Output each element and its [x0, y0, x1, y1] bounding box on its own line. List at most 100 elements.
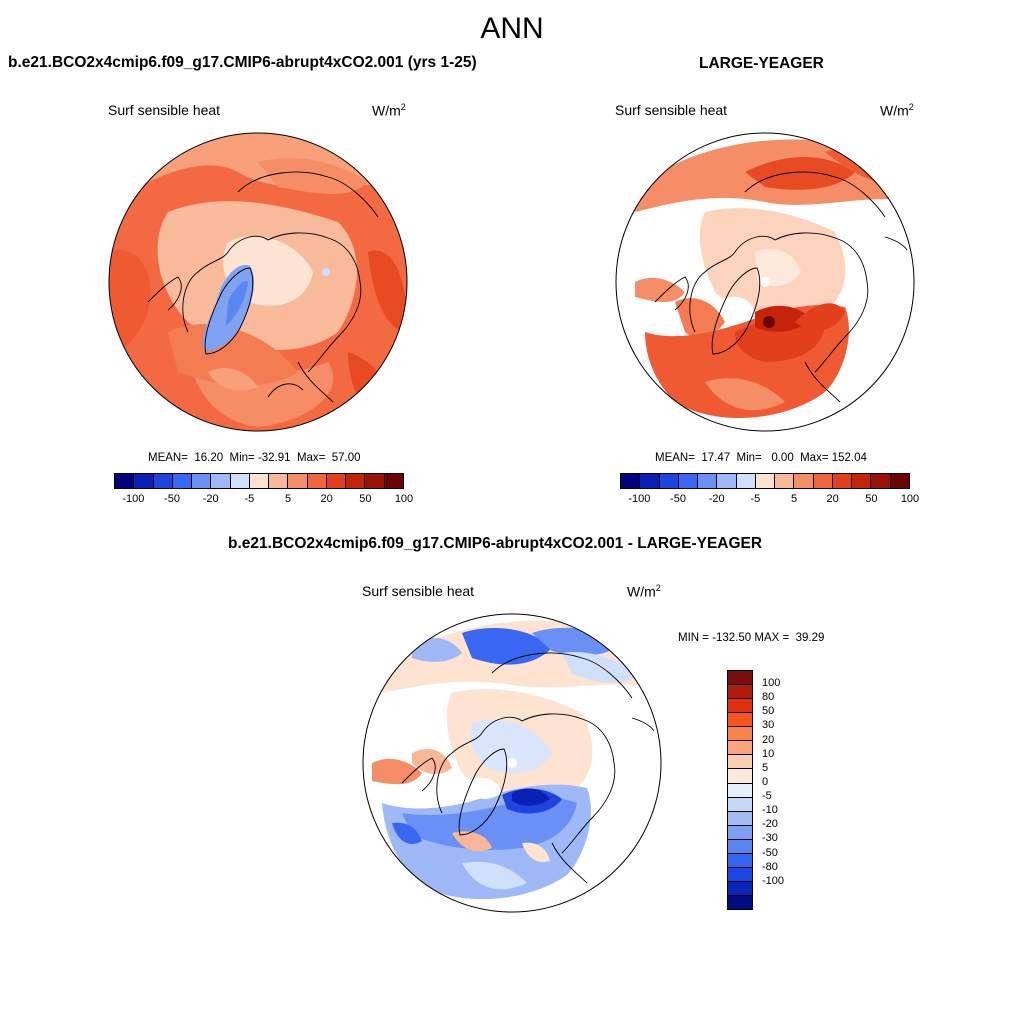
- colorbar-tick-label: 5: [790, 493, 798, 505]
- colorbar-swatch: [728, 754, 752, 769]
- colorbar-swatch: [728, 866, 752, 881]
- panel-2-units: W/m2: [880, 102, 914, 119]
- colorbar-swatch: [345, 474, 365, 488]
- colorbar-swatch: [728, 852, 752, 867]
- panel-1-stats: MEAN= 16.20 Min= -32.91 Max= 57.00: [148, 452, 361, 464]
- main-title: ANN: [480, 12, 544, 45]
- colorbar-swatch: [133, 474, 153, 488]
- colorbar-tick-label: -50: [762, 846, 778, 859]
- panel-1-coastlines: [147, 171, 379, 403]
- colorbar-swatch: [306, 474, 326, 488]
- colorbar-tick-label: 50: [865, 493, 878, 505]
- colorbar-tick-label: 20: [762, 733, 775, 746]
- panel-2-colorbar-ticks: -100 -50 -20 -5 5 20 50 100: [620, 493, 919, 509]
- colorbar-tick-label: -50: [670, 493, 686, 505]
- colorbar-tick-label: -80: [762, 860, 778, 873]
- colorbar-swatch: [364, 474, 384, 488]
- colorbar-tick-label: -100: [122, 493, 145, 505]
- colorbar-swatch: [677, 474, 698, 488]
- colorbar-swatch: [229, 474, 249, 488]
- panel-3-units: W/m2: [627, 583, 661, 600]
- colorbar-swatch: [831, 474, 852, 488]
- colorbar-swatch: [728, 810, 752, 825]
- colorbar-tick-label: 50: [762, 705, 775, 718]
- colorbar-tick-label: 5: [284, 493, 292, 505]
- colorbar-swatch: [639, 474, 659, 488]
- panel-1-variable-label: Surf sensible heat: [108, 102, 221, 118]
- panel-3-coastlines: [401, 652, 655, 884]
- colorbar-tick-label: -30: [762, 832, 778, 845]
- panel-1-polar-map: [108, 132, 408, 432]
- colorbar-tick-label: -20: [762, 818, 778, 831]
- colorbar-tick-label: -5: [750, 493, 761, 505]
- colorbar-tick-label: -20: [202, 493, 219, 505]
- panel-2-coastlines: [654, 171, 908, 403]
- colorbar-tick-label: 20: [826, 493, 839, 505]
- colorbar-swatch: [716, 474, 736, 488]
- colorbar-swatch: [728, 782, 752, 797]
- colorbar-tick-label: -100: [628, 493, 651, 505]
- colorbar-swatch: [171, 474, 192, 488]
- panel-2-polar-map: [615, 132, 915, 432]
- colorbar-tick-label: 50: [359, 493, 372, 505]
- panel-3-title: b.e21.BCO2x4cmip6.f09_g17.CMIP6-abrupt4x…: [228, 535, 763, 552]
- colorbar-swatch: [268, 474, 288, 488]
- colorbar-swatch: [152, 474, 172, 488]
- panel-2-stats: MEAN= 17.47 Min= 0.00 Max= 152.04: [655, 452, 867, 464]
- colorbar-swatch: [287, 474, 307, 488]
- colorbar-swatch: [728, 895, 752, 910]
- colorbar-swatch: [728, 838, 752, 853]
- colorbar-swatch: [889, 474, 909, 488]
- colorbar-swatch: [793, 474, 813, 488]
- colorbar-tick-label: -5: [244, 493, 255, 505]
- panel-1-colorbar: [114, 473, 404, 489]
- colorbar-tick-label: 30: [762, 719, 775, 732]
- colorbar-swatch: [115, 474, 134, 488]
- colorbar-swatch: [728, 768, 752, 783]
- colorbar-swatch: [248, 474, 269, 488]
- colorbar-tick-label: -20: [708, 493, 725, 505]
- panel-3-stats: MIN = -132.50 MAX = 39.29: [678, 632, 825, 644]
- colorbar-tick-label: 100: [394, 493, 414, 505]
- colorbar-tick-label: 20: [320, 493, 333, 505]
- colorbar-tick-label: 100: [900, 493, 920, 505]
- colorbar-swatch: [851, 474, 871, 488]
- colorbar-tick-label: -5: [762, 790, 772, 803]
- colorbar-tick-label: -100: [762, 874, 785, 887]
- colorbar-tick-label: -50: [164, 493, 180, 505]
- colorbar-tick-label: 80: [762, 691, 775, 704]
- colorbar-tick-label: -10: [762, 804, 778, 817]
- colorbar-swatch: [658, 474, 678, 488]
- colorbar-swatch: [870, 474, 890, 488]
- colorbar-swatch: [383, 474, 403, 488]
- colorbar-swatch: [728, 698, 752, 713]
- colorbar-swatch: [728, 796, 752, 811]
- colorbar-swatch: [728, 712, 752, 727]
- panel-2-title: LARGE-YEAGER: [699, 55, 824, 72]
- panel-3-colorbar: [727, 670, 753, 910]
- colorbar-tick-label: 5: [762, 761, 769, 774]
- colorbar-swatch: [728, 740, 752, 755]
- panel-2-colorbar: [620, 473, 910, 489]
- colorbar-tick-label: 10: [762, 747, 775, 760]
- colorbar-swatch: [728, 726, 752, 741]
- colorbar-swatch: [735, 474, 755, 488]
- colorbar-swatch: [728, 671, 752, 685]
- colorbar-swatch: [774, 474, 794, 488]
- colorbar-swatch: [325, 474, 346, 488]
- colorbar-swatch: [621, 474, 640, 488]
- panel-3-variable-label: Surf sensible heat: [362, 583, 475, 599]
- panel-3-colorbar-ticks: 100 80 50 30 20 10 5 0 -5 -10 -20 -30 -50 -80 -100: [762, 670, 802, 910]
- colorbar-tick-label: 0: [762, 775, 769, 788]
- colorbar-swatch: [697, 474, 717, 488]
- colorbar-swatch: [191, 474, 211, 488]
- panel-1-units: W/m2: [372, 102, 406, 119]
- colorbar-swatch: [210, 474, 230, 488]
- colorbar-swatch: [812, 474, 832, 488]
- colorbar-tick-label: 100: [762, 677, 781, 690]
- colorbar-swatch: [754, 474, 775, 488]
- panel-2-variable-label: Surf sensible heat: [615, 102, 728, 118]
- colorbar-swatch: [728, 824, 752, 839]
- panel-3-polar-map: [362, 613, 662, 913]
- colorbar-swatch: [728, 684, 752, 699]
